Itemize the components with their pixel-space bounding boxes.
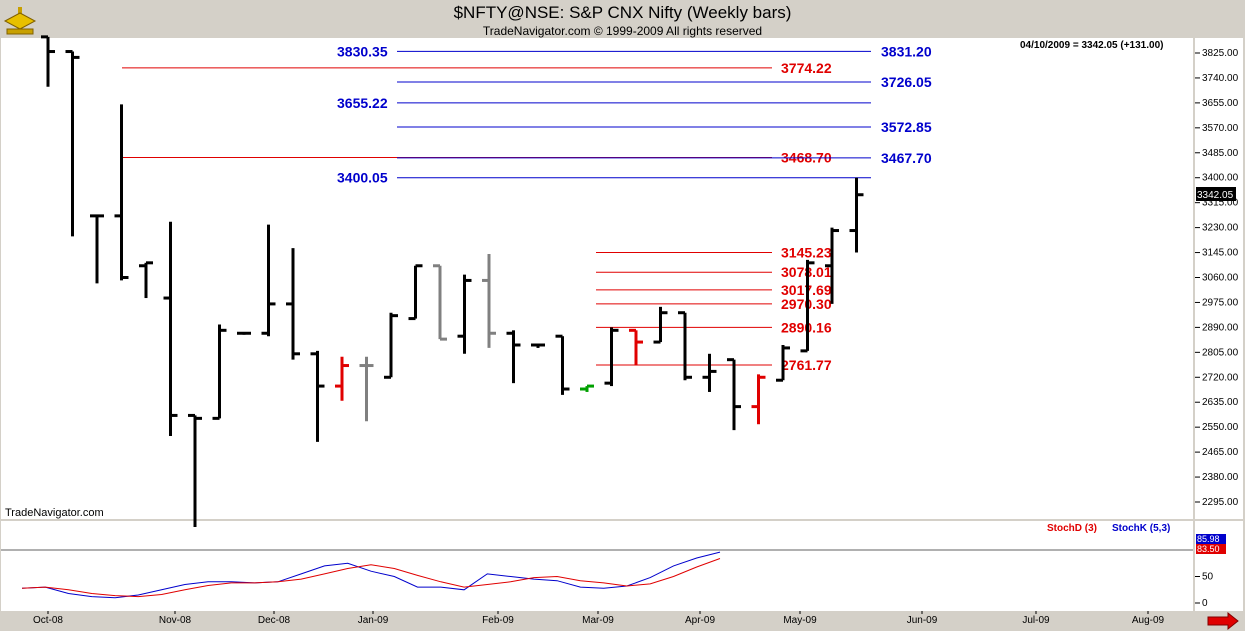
ohlc-bar bbox=[457, 274, 472, 354]
y-tick-label: 3060.00 bbox=[1202, 273, 1239, 284]
x-tick-label: Dec-08 bbox=[258, 615, 291, 626]
ohlc-bar bbox=[751, 374, 766, 425]
red-level-label: 3774.22 bbox=[781, 60, 832, 76]
blue-level-right-label: 3831.20 bbox=[881, 43, 932, 59]
stoch-tick-label: 0 bbox=[1202, 598, 1208, 609]
stoch-k-line bbox=[21, 551, 721, 599]
stoch-d-label: 83.50 bbox=[1197, 544, 1220, 554]
x-tick-label: Feb-09 bbox=[482, 615, 514, 626]
y-tick-label: 2465.00 bbox=[1202, 447, 1239, 458]
blue-level-right-label: 3726.05 bbox=[881, 74, 932, 90]
y-tick-label: 3570.00 bbox=[1202, 123, 1239, 134]
x-tick-label: Nov-08 bbox=[159, 615, 192, 626]
ohlc-bar bbox=[555, 334, 570, 395]
stoch-k-box bbox=[1196, 534, 1226, 544]
last-info: 04/10/2009 = 3342.05 (+131.00) bbox=[1020, 40, 1163, 51]
blue-level-left-label: 3830.35 bbox=[337, 43, 388, 59]
y-tick-label: 2975.00 bbox=[1202, 297, 1239, 308]
ohlc-bar bbox=[604, 327, 619, 387]
chart-title: $NFTY@NSE: S&P CNX Nifty (Weekly bars) bbox=[453, 3, 792, 22]
ohlc-bar bbox=[139, 261, 153, 299]
x-tick-label: Oct-08 bbox=[33, 615, 63, 626]
y-tick-label: 2720.00 bbox=[1202, 372, 1239, 383]
ohlc-bar bbox=[653, 306, 668, 344]
ohlc-bar bbox=[702, 353, 717, 392]
y-tick-label: 2550.00 bbox=[1202, 422, 1239, 433]
y-tick-label: 3485.00 bbox=[1202, 148, 1239, 159]
ohlc-bar bbox=[849, 177, 864, 253]
ohlc-bar bbox=[359, 356, 374, 422]
stoch-tick-label: 50 bbox=[1202, 572, 1214, 583]
red-level-label: 2761.77 bbox=[781, 357, 832, 373]
ohlc-bar bbox=[384, 312, 398, 379]
ohlc-bar bbox=[776, 344, 790, 382]
ohlc-bar bbox=[580, 384, 594, 392]
ohlc-bar bbox=[825, 227, 839, 304]
y-tick-label: 3400.00 bbox=[1202, 173, 1239, 184]
ohlc-bar bbox=[286, 248, 300, 360]
ohlc-bar bbox=[212, 324, 227, 420]
ohlc-bar bbox=[41, 35, 55, 87]
red-level-label: 3145.23 bbox=[781, 244, 832, 260]
y-tick-label: 2890.00 bbox=[1202, 322, 1239, 333]
ohlc-bar bbox=[114, 104, 129, 281]
x-tick-label: Aug-09 bbox=[1132, 615, 1165, 626]
x-tick-label: Mar-09 bbox=[582, 615, 614, 626]
chart-subtitle: TradeNavigator.com © 1999-2009 All right… bbox=[482, 24, 763, 38]
ohlc-bar bbox=[310, 350, 325, 442]
y-tick-label: 3655.00 bbox=[1202, 98, 1239, 109]
x-tick-label: May-09 bbox=[783, 615, 817, 626]
y-tick-label: 2380.00 bbox=[1202, 472, 1239, 483]
x-tick-label: Apr-09 bbox=[685, 615, 715, 626]
stoch-k-label: 85.98 bbox=[1197, 534, 1220, 544]
ohlc-bar bbox=[163, 221, 178, 436]
ohlc-bar bbox=[335, 356, 349, 401]
blue-level-right-label: 3572.85 bbox=[881, 119, 932, 135]
watermark: TradeNavigator.com bbox=[5, 507, 104, 519]
ohlc-bar bbox=[678, 311, 692, 381]
y-tick-label: 3145.00 bbox=[1202, 248, 1239, 259]
ohlc-bar bbox=[408, 264, 423, 321]
stoch-d-line bbox=[21, 558, 721, 598]
ohlc-bar bbox=[237, 331, 251, 335]
ohlc-bar bbox=[800, 259, 815, 353]
stoch-legend-d: StochD (3) bbox=[1047, 523, 1097, 534]
y-tick-label: 2805.00 bbox=[1202, 347, 1239, 358]
y-tick-label: 2635.00 bbox=[1202, 397, 1239, 408]
ohlc-bar bbox=[727, 358, 741, 431]
stoch-legend-k: StochK (5,3) bbox=[1112, 523, 1170, 534]
y-tick-label: 2295.00 bbox=[1202, 497, 1239, 508]
stoch-d-box bbox=[1196, 544, 1226, 554]
y-tick-label: 3315.00 bbox=[1202, 198, 1239, 209]
chart-header: $NFTY@NSE: S&P CNX Nifty (Weekly bars) T… bbox=[0, 0, 1245, 38]
ohlc-bar bbox=[90, 214, 104, 284]
ohlc-bar bbox=[482, 254, 496, 348]
ohlc-bar bbox=[506, 330, 521, 384]
ohlc-bar bbox=[261, 224, 276, 337]
blue-level-right-label: 3467.70 bbox=[881, 150, 932, 166]
ohlc-bar bbox=[433, 264, 447, 341]
scroll-right-arrow-icon[interactable] bbox=[1207, 611, 1239, 631]
blue-level-left-label: 3400.05 bbox=[337, 170, 388, 186]
ohlc-bar bbox=[629, 328, 643, 366]
last-price-box bbox=[1196, 187, 1236, 201]
x-tick-label: Jan-09 bbox=[358, 615, 389, 626]
ohlc-bar bbox=[531, 343, 545, 348]
y-tick-label: 3230.00 bbox=[1202, 223, 1239, 234]
y-tick-label: 3825.00 bbox=[1202, 48, 1239, 59]
y-tick-label: 3740.00 bbox=[1202, 73, 1239, 84]
last-price-label: 3342.05 bbox=[1197, 190, 1234, 201]
stoch-panel bbox=[1, 521, 1193, 611]
ohlc-bar bbox=[188, 413, 202, 527]
price-axis-panel bbox=[1195, 38, 1243, 519]
x-tick-label: Jun-09 bbox=[907, 615, 938, 626]
price-panel bbox=[1, 38, 1193, 519]
trade-navigator-logo-icon bbox=[3, 3, 37, 42]
x-tick-label: Jul-09 bbox=[1022, 615, 1050, 626]
blue-level-left-label: 3655.22 bbox=[337, 95, 388, 111]
ohlc-bar bbox=[65, 50, 80, 237]
